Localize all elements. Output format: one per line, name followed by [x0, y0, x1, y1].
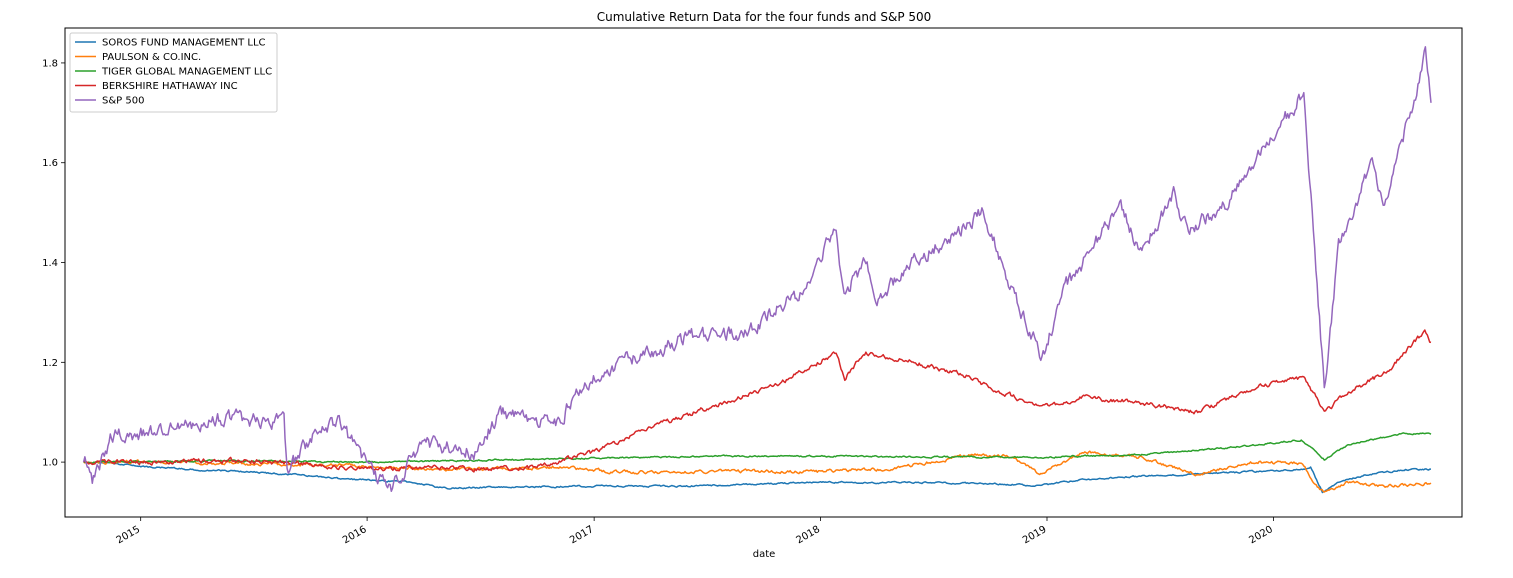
y-tick-label: 1.8: [42, 58, 58, 69]
legend-label: BERKSHIRE HATHAWAY INC: [102, 81, 238, 92]
x-axis-label: date: [753, 549, 776, 560]
chart-title: Cumulative Return Data for the four fund…: [597, 10, 932, 24]
y-tick-label: 1.6: [42, 158, 58, 169]
legend-label: PAULSON & CO.INC.: [102, 52, 201, 63]
y-axis: 1.0 1.2 1.4 1.6 1.8: [42, 58, 65, 469]
legend-label: S&P 500: [102, 96, 144, 107]
legend-label: TIGER GLOBAL MANAGEMENT LLC: [101, 67, 272, 78]
x-tick-label: 2020: [1247, 524, 1275, 546]
series-line-5: [82, 46, 1432, 493]
plot-area-frame: [64, 27, 1463, 518]
legend-label: SOROS FUND MANAGEMENT LLC: [102, 38, 266, 49]
series-line-4: [83, 329, 1432, 473]
series-line-1: [83, 460, 1431, 494]
series-line-3: [83, 432, 1432, 464]
x-tick-label: 2019: [1021, 524, 1049, 546]
y-tick-label: 1.0: [42, 458, 58, 469]
x-axis: 2015 2016 2017 2018 2019 2020: [115, 517, 1275, 546]
x-tick-label: 2018: [795, 524, 823, 546]
x-tick-label: 2016: [341, 524, 369, 546]
legend-box: [69, 32, 278, 113]
y-tick-label: 1.4: [42, 258, 58, 269]
x-tick-label: 2015: [115, 524, 143, 546]
x-tick-label: 2017: [568, 524, 596, 546]
legend: SOROS FUND MANAGEMENT LLC PAULSON & CO.IN…: [69, 32, 278, 113]
y-tick-label: 1.2: [42, 358, 58, 369]
plot-lines: [82, 46, 1432, 494]
